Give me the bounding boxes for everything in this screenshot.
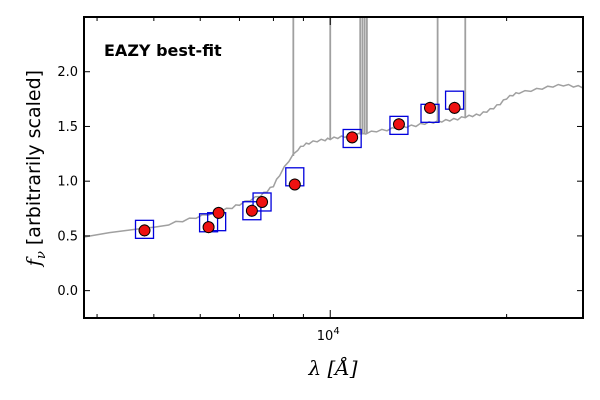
y-tick-label: 2.0 [57,65,78,80]
observed-point [448,101,461,114]
model-photometry-box [389,115,409,136]
observed-point [212,206,225,219]
observed-point [202,221,215,234]
y-tick-label: 1.0 [57,175,78,190]
plot-frame [83,16,584,319]
y-tick-label: 0.0 [57,284,78,299]
y-axis-symbol: f [23,256,45,268]
y-tick-label: 1.5 [57,120,78,135]
model-spectrum-line [84,83,583,238]
y-axis-subscript: ν [34,251,49,259]
y-axis-title-rest: [arbitrarily scaled] [23,70,45,251]
observed-point [256,195,269,208]
observed-point [245,204,258,217]
model-photometry-box [134,219,155,239]
x-tick-label: 104 [317,326,340,344]
observed-point [424,101,437,114]
model-photometry-box [252,192,272,212]
y-axis-title: fν [arbitrarily scaled] [23,70,49,268]
x-axis-title: λ [Å] [307,355,357,380]
observed-point [346,131,359,144]
model-photometry-box [342,128,362,149]
observed-point [138,224,151,237]
annotation-label: EAZY best-fit [104,41,222,60]
y-tick-label: 0.5 [57,229,78,244]
observed-point [288,178,301,191]
observed-point [392,118,405,131]
